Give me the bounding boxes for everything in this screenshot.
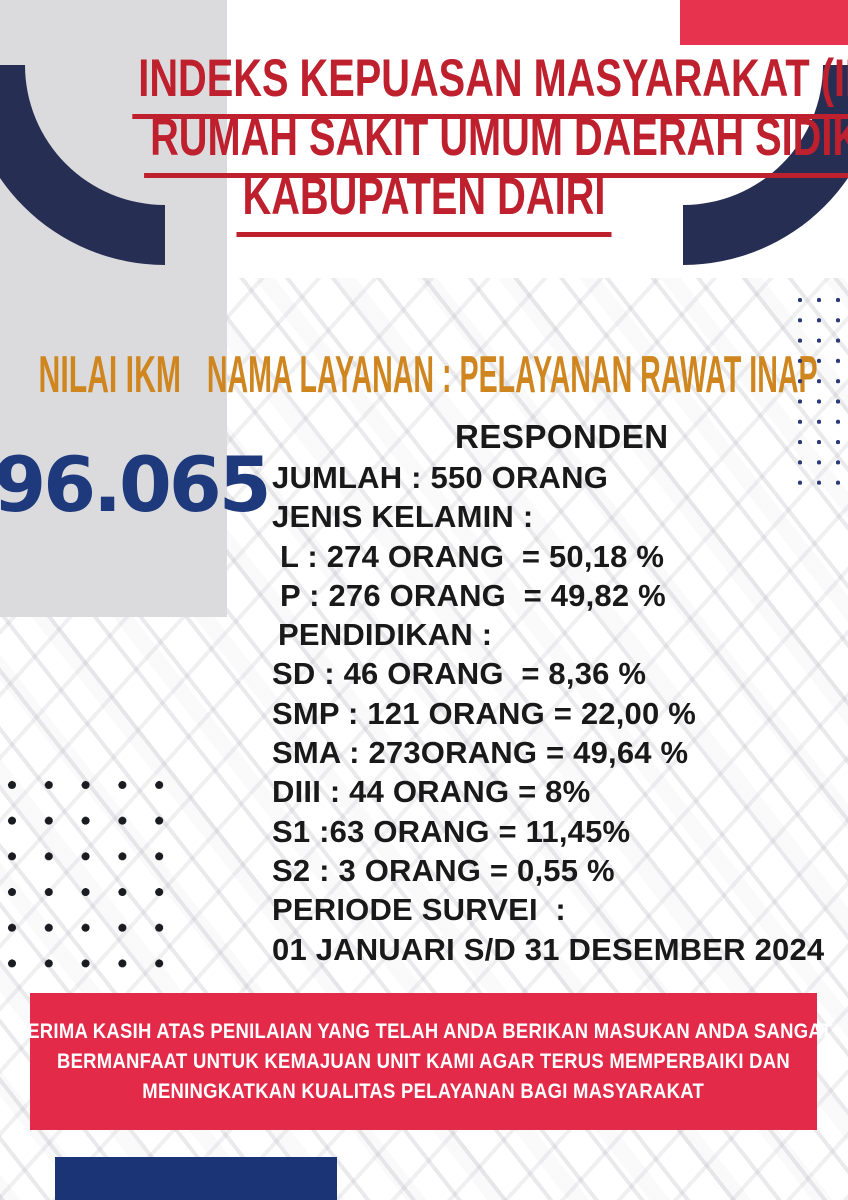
right-dot-grid-decoration: [794, 294, 848, 494]
left-dot-grid-decoration: [2, 775, 170, 977]
title-line-2: RUMAH SAKIT UMUM DAERAH SIDIKALANG: [0, 111, 848, 178]
stat-s1: S1 :63 ORANG = 11,45%: [272, 813, 631, 849]
stat-perempuan: P : 276 ORANG = 49,82 %: [280, 577, 666, 613]
top-right-red-block: [680, 0, 848, 45]
stat-pendidikan-heading: PENDIDIKAN :: [278, 617, 493, 653]
stat-jenis-kelamin-heading: JENIS KELAMIN :: [272, 499, 534, 535]
stat-s2: S2 : 3 ORANG = 0,55 %: [272, 852, 615, 888]
title-line-3-text: KABUPATEN DAIRI: [236, 170, 612, 237]
bottom-navy-block: [55, 1157, 337, 1200]
stat-jumlah: JUMLAH : 550 ORANG: [272, 460, 609, 495]
stat-sma: SMA : 273ORANG = 49,64 %: [272, 735, 689, 771]
title-line-1-text: INDEKS KEPUASAN MASYARAKAT (IKM): [132, 52, 848, 119]
stat-laki-laki: L : 274 ORANG = 50,18 %: [280, 538, 665, 574]
thank-you-line-2: BERMANFAAT UNTUK KEMAJUAN UNIT KAMI AGAR…: [57, 1049, 790, 1073]
stat-sd: SD : 46 ORANG = 8,36 %: [272, 656, 647, 692]
respondents-stats-list: JUMLAH : 550 ORANG JENIS KELAMIN : L : 2…: [272, 458, 832, 969]
stat-periode-value: 01 JANUARI S/D 31 DESEMBER 2024: [272, 931, 825, 967]
ikm-score-label: NILAI IKM: [38, 346, 182, 404]
thank-you-line-3: MENINGKATKAN KUALITAS PELAYANAN BAGI MAS…: [142, 1079, 705, 1103]
title-line-2-text: RUMAH SAKIT UMUM DAERAH SIDIKALANG: [144, 111, 848, 178]
ikm-score-value: 96.065: [0, 439, 272, 529]
title-line-3: KABUPATEN DAIRI: [0, 170, 848, 237]
thank-you-banner: TERIMA KASIH ATAS PENILAIAN YANG TELAH A…: [15, 993, 831, 1130]
stat-periode-heading: PERIODE SURVEI :: [272, 892, 566, 928]
thank-you-line-1: TERIMA KASIH ATAS PENILAIAN YANG TELAH A…: [15, 1019, 832, 1043]
title-line-1: INDEKS KEPUASAN MASYARAKAT (IKM): [0, 52, 848, 119]
service-name-label: NAMA LAYANAN : PELAYANAN RAWAT INAP: [206, 346, 818, 404]
stat-smp: SMP : 121 ORANG = 22,00 %: [272, 695, 696, 731]
stat-diii: DIII : 44 ORANG = 8%: [272, 774, 591, 810]
respondents-heading: RESPONDEN: [455, 418, 669, 455]
